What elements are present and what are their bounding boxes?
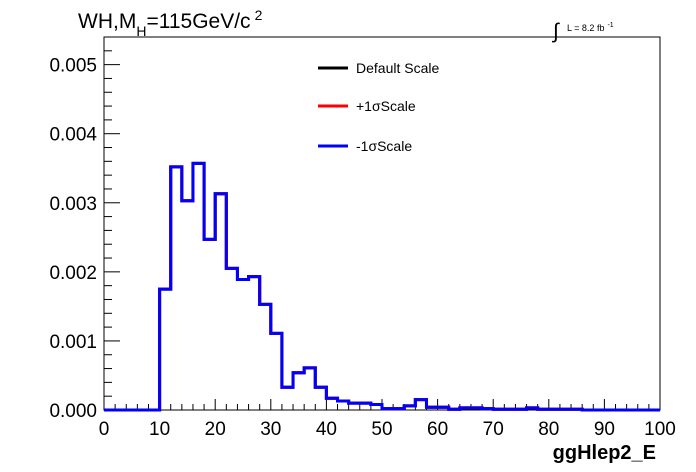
legend-label: -1σScale [356,138,412,154]
y-tick-label: 0.000 [49,401,97,422]
legend: Default Scale +1σScale -1σScale [318,60,439,154]
x-tick-label: 20 [205,419,226,440]
lumi-integral: ∫ [552,20,560,43]
legend-label: Default Scale [356,60,439,76]
chart-title: WH,MH=115GeV/c 2 [78,7,263,39]
x-tick-label: 40 [316,419,337,440]
x-tick-label: 0 [99,419,110,440]
x-tick-label: 50 [371,419,392,440]
y-tick-label: 0.004 [49,125,97,146]
x-tick-label: 90 [594,419,615,440]
y-tick-label: 0.003 [49,194,97,215]
series-line-2 [104,161,660,412]
x-axis: 0 10 20 30 40 50 60 70 80 90 100 [99,399,676,440]
y-axis: 0.000 0.001 0.002 0.003 0.004 0.005 [49,36,120,422]
legend-label: +1σScale [356,98,416,114]
x-tick-label: 100 [644,419,676,440]
y-tick-label: 0.005 [49,56,97,77]
lumi-label: L = 8.2 fb -1 [567,22,614,33]
x-tick-label: 30 [260,419,281,440]
x-tick-label: 70 [483,419,504,440]
x-axis-title: ggHlep2_E [553,442,656,464]
plot-frame [103,36,661,411]
y-tick-label: 0.001 [49,332,97,353]
x-tick-label: 60 [427,419,448,440]
y-tick-label: 0.002 [49,263,97,284]
series-group [104,161,660,412]
x-tick-label: 80 [538,419,559,440]
x-tick-label: 10 [149,419,170,440]
